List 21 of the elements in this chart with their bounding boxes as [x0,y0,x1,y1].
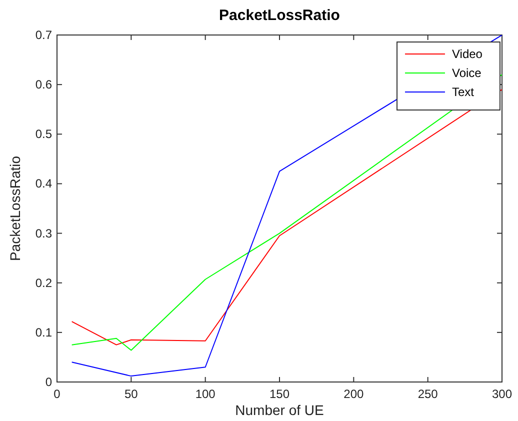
legend-label: Voice [452,66,482,80]
x-tick-label: 0 [54,387,61,401]
legend-label: Video [452,47,483,61]
x-tick-label: 100 [195,387,216,401]
legend-label: Text [452,85,475,99]
y-tick-label: 0.7 [35,28,52,42]
y-tick-label: 0.6 [35,78,52,92]
x-tick-label: 250 [418,387,438,401]
x-tick-label: 300 [492,387,512,401]
y-tick-label: 0.3 [35,226,52,240]
x-tick-label: 150 [269,387,290,401]
y-tick-label: 0 [45,375,52,389]
y-tick-label: 0.1 [35,325,52,340]
chart-title: PacketLossRatio [219,7,340,24]
x-tick-label: 50 [124,387,138,401]
x-tick-label: 200 [344,387,364,401]
y-tick-label: 0.2 [35,276,52,290]
y-tick-label: 0.4 [35,176,52,191]
y-axis-title: PacketLossRatio [7,156,23,262]
y-tick-label: 0.5 [35,127,52,142]
x-axis-title: Number of UE [235,402,324,418]
